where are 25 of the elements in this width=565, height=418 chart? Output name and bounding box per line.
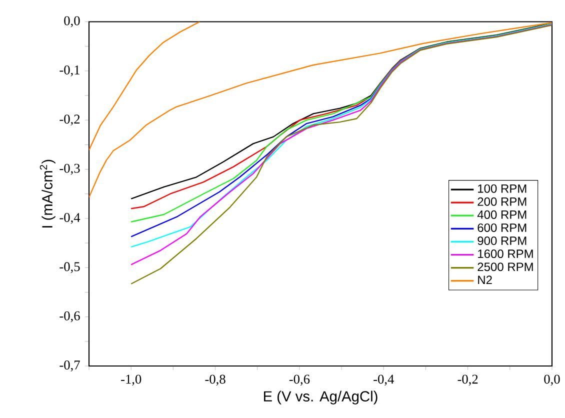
- y-tick-label: -0,3: [60, 164, 80, 175]
- y-tick-label: -0,2: [60, 114, 80, 126]
- legend-label: 200 RPM: [478, 197, 526, 206]
- legend-label: 1600 RPM: [478, 250, 533, 258]
- legend-label: 900 RPM: [478, 236, 526, 246]
- y-axis-title: I (mA/cm$^{2}$): [40, 160, 56, 228]
- x-tick-label: -1,0: [121, 374, 142, 386]
- x-tick-label: -0,2: [458, 374, 478, 386]
- line-series: [89, 22, 200, 151]
- x-tick-label: -0,6: [289, 374, 310, 386]
- legend-label: 600 RPM: [478, 223, 526, 232]
- y-tick-label: -0,7: [60, 360, 80, 372]
- x-tick-label: -0,8: [205, 374, 226, 386]
- legend-label: 2500 RPM: [478, 262, 533, 272]
- legend-label: N2: [478, 276, 492, 284]
- x-axis-title: E (V vs. Ag/AgCl): [264, 390, 378, 404]
- legend-label: 400 RPM: [477, 210, 526, 219]
- x-tick-label: -0,4: [374, 374, 394, 386]
- y-tick-label: -0,5: [60, 262, 80, 274]
- y-tick-label: -0,6: [60, 311, 80, 322]
- y-tick-label: -0,1: [60, 65, 80, 76]
- x-tick-label: 0,0: [544, 374, 560, 386]
- y-tick-label: 0,0: [64, 16, 80, 28]
- legend-label: 100 RPM: [478, 184, 526, 193]
- y-tick-label: -0,4: [60, 212, 80, 224]
